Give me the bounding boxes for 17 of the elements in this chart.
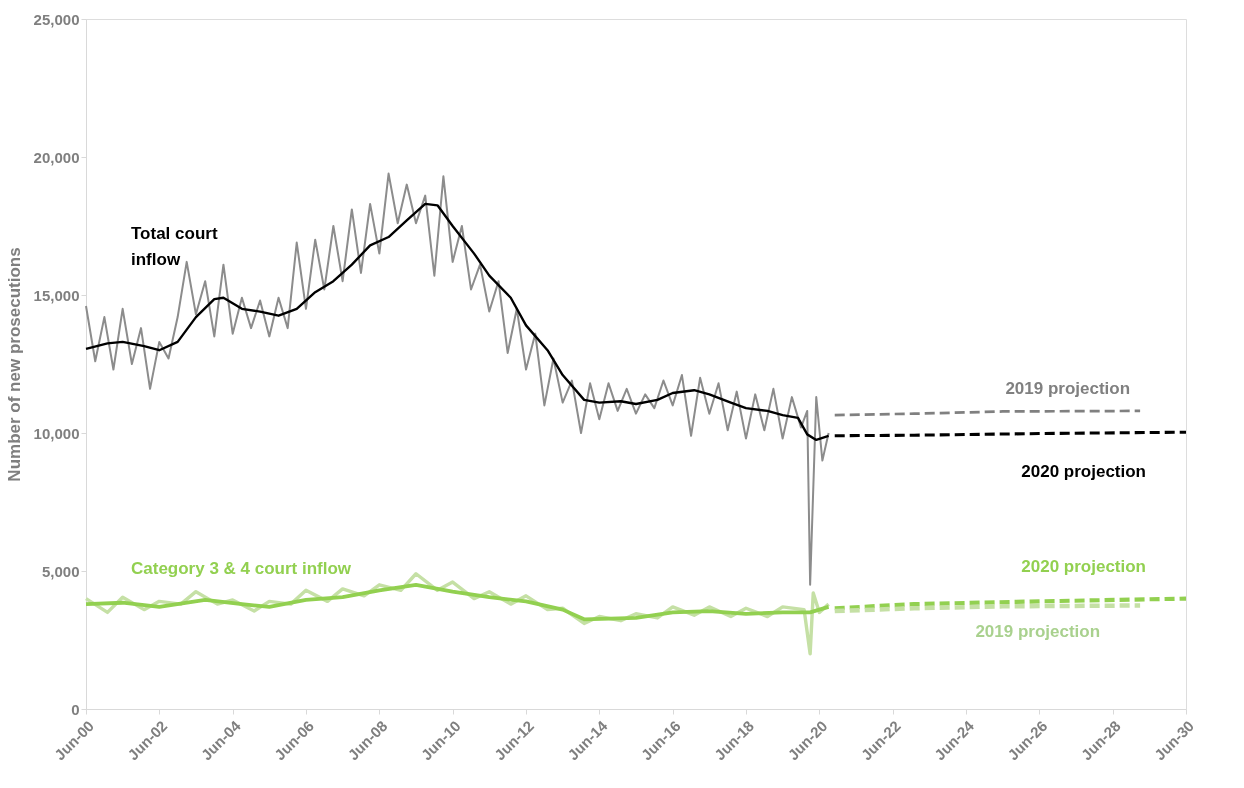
series-label: Total court inflow: [131, 223, 218, 269]
y-tick-label: 25,000: [33, 10, 80, 28]
y-tick-label: 0: [71, 700, 80, 718]
series-label: 2019 projection: [1005, 378, 1131, 398]
y-tick-label: 20,000: [33, 148, 80, 166]
line-series: [84, 582, 831, 622]
series-label: 2020 projection: [1021, 556, 1146, 576]
series-label: 2019 projection: [975, 621, 1101, 641]
y-tick-label: 5,000: [41, 562, 80, 580]
y-tick-label: 10,000: [33, 424, 80, 442]
line-series: [832, 596, 1189, 611]
series-label: 2020 projection: [1021, 462, 1146, 482]
y-axis-title: Number of new prosecutions: [4, 247, 24, 482]
series-label: Category 3 & 4 court inflow: [131, 559, 352, 579]
y-tick-label: 15,000: [33, 286, 80, 304]
line-series: [84, 202, 830, 442]
line-series: [85, 172, 830, 586]
